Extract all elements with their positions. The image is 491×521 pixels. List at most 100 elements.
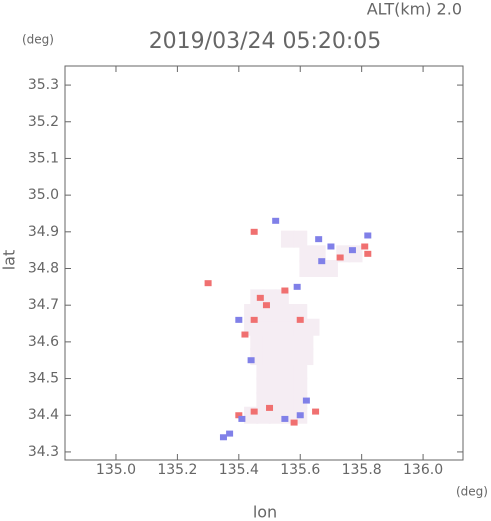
data-point	[299, 348, 314, 366]
y-tick-label: 34.8	[28, 261, 59, 277]
data-point	[293, 392, 308, 410]
data-point	[235, 412, 243, 419]
data-point	[311, 260, 326, 278]
data-point	[268, 406, 283, 424]
data-point	[244, 304, 259, 322]
data-point	[256, 406, 271, 424]
data-point	[280, 362, 295, 380]
data-point	[250, 408, 258, 415]
y-unit: (deg)	[22, 33, 54, 47]
data-point	[293, 377, 308, 395]
data-point	[296, 412, 304, 419]
data-point	[281, 287, 289, 294]
data-point	[268, 392, 283, 410]
data-point	[250, 316, 258, 323]
chart-title: 2019/03/24 05:20:05	[149, 29, 382, 54]
data-point	[299, 260, 314, 278]
data-point	[262, 348, 277, 366]
data-point	[256, 362, 271, 380]
x-tick-label: 135.0	[96, 462, 136, 478]
data-point	[256, 377, 271, 395]
x-tick-label: 135.2	[157, 462, 197, 478]
data-point	[280, 318, 295, 336]
data-point	[293, 362, 308, 380]
subtitle: ALT(km) 2.0	[367, 0, 462, 19]
data-point	[274, 289, 289, 307]
data-point	[256, 318, 271, 336]
data-point	[361, 243, 369, 250]
x-tick-label: 135.8	[342, 462, 382, 478]
data-point	[262, 333, 277, 351]
data-point	[241, 331, 249, 338]
data-point	[219, 434, 227, 441]
data-point	[268, 362, 283, 380]
x-unit: (deg)	[456, 485, 488, 499]
y-tick-label: 34.4	[28, 407, 59, 423]
data-point	[287, 348, 302, 366]
x-tick-label: 135.4	[219, 462, 259, 478]
data-point	[287, 333, 302, 351]
data-point	[312, 408, 320, 415]
data-point	[280, 377, 295, 395]
data-point	[327, 243, 335, 250]
data-point	[250, 228, 258, 235]
y-tick-label: 35.2	[28, 114, 59, 130]
data-point	[280, 304, 295, 322]
data-point	[250, 333, 265, 351]
x-axis-label: lon	[253, 503, 277, 521]
data-point	[293, 283, 301, 290]
data-point	[290, 419, 298, 426]
y-tick-label: 34.5	[28, 371, 59, 387]
data-point	[247, 357, 255, 364]
data-point	[293, 230, 308, 248]
data-point	[293, 318, 308, 336]
data-point	[281, 415, 289, 422]
y-tick-label: 34.9	[28, 224, 59, 240]
data-point	[299, 333, 314, 351]
data-point	[296, 316, 304, 323]
data-point	[348, 247, 356, 254]
plot-area	[204, 217, 372, 441]
data-point	[256, 294, 264, 301]
y-axis-label: lat	[0, 250, 19, 271]
plot-frame	[64, 65, 464, 461]
y-tick-label: 35.1	[28, 150, 59, 166]
data-point	[323, 260, 338, 278]
y-tick-label: 34.7	[28, 297, 59, 313]
data-point	[268, 318, 283, 336]
data-point	[280, 392, 295, 410]
data-point	[262, 289, 277, 307]
data-point	[280, 230, 295, 248]
data-point	[256, 392, 271, 410]
data-point	[364, 250, 372, 257]
data-point	[256, 304, 271, 322]
data-point	[318, 258, 326, 265]
y-tick-label: 35.3	[28, 77, 59, 93]
data-point	[266, 404, 274, 411]
data-point	[204, 280, 212, 287]
data-point	[274, 348, 289, 366]
x-tick-label: 136.0	[403, 462, 443, 478]
data-point	[235, 316, 243, 323]
data-point	[293, 304, 308, 322]
data-point	[226, 430, 234, 437]
data-point	[244, 318, 259, 336]
data-point	[305, 318, 320, 336]
data-point	[272, 217, 280, 224]
data-point	[268, 377, 283, 395]
data-point	[262, 302, 270, 309]
data-point	[364, 232, 372, 239]
data-point	[336, 254, 344, 261]
x-tick-label: 135.6	[280, 462, 320, 478]
y-tick-label: 35.0	[28, 187, 59, 203]
y-tick-label: 34.6	[28, 334, 59, 350]
data-point	[299, 245, 314, 263]
y-tick-label: 34.3	[28, 444, 59, 460]
data-point	[268, 304, 283, 322]
data-point	[274, 333, 289, 351]
data-point	[315, 236, 323, 243]
data-point	[302, 397, 310, 404]
data-point	[238, 415, 246, 422]
data-point	[311, 245, 326, 263]
